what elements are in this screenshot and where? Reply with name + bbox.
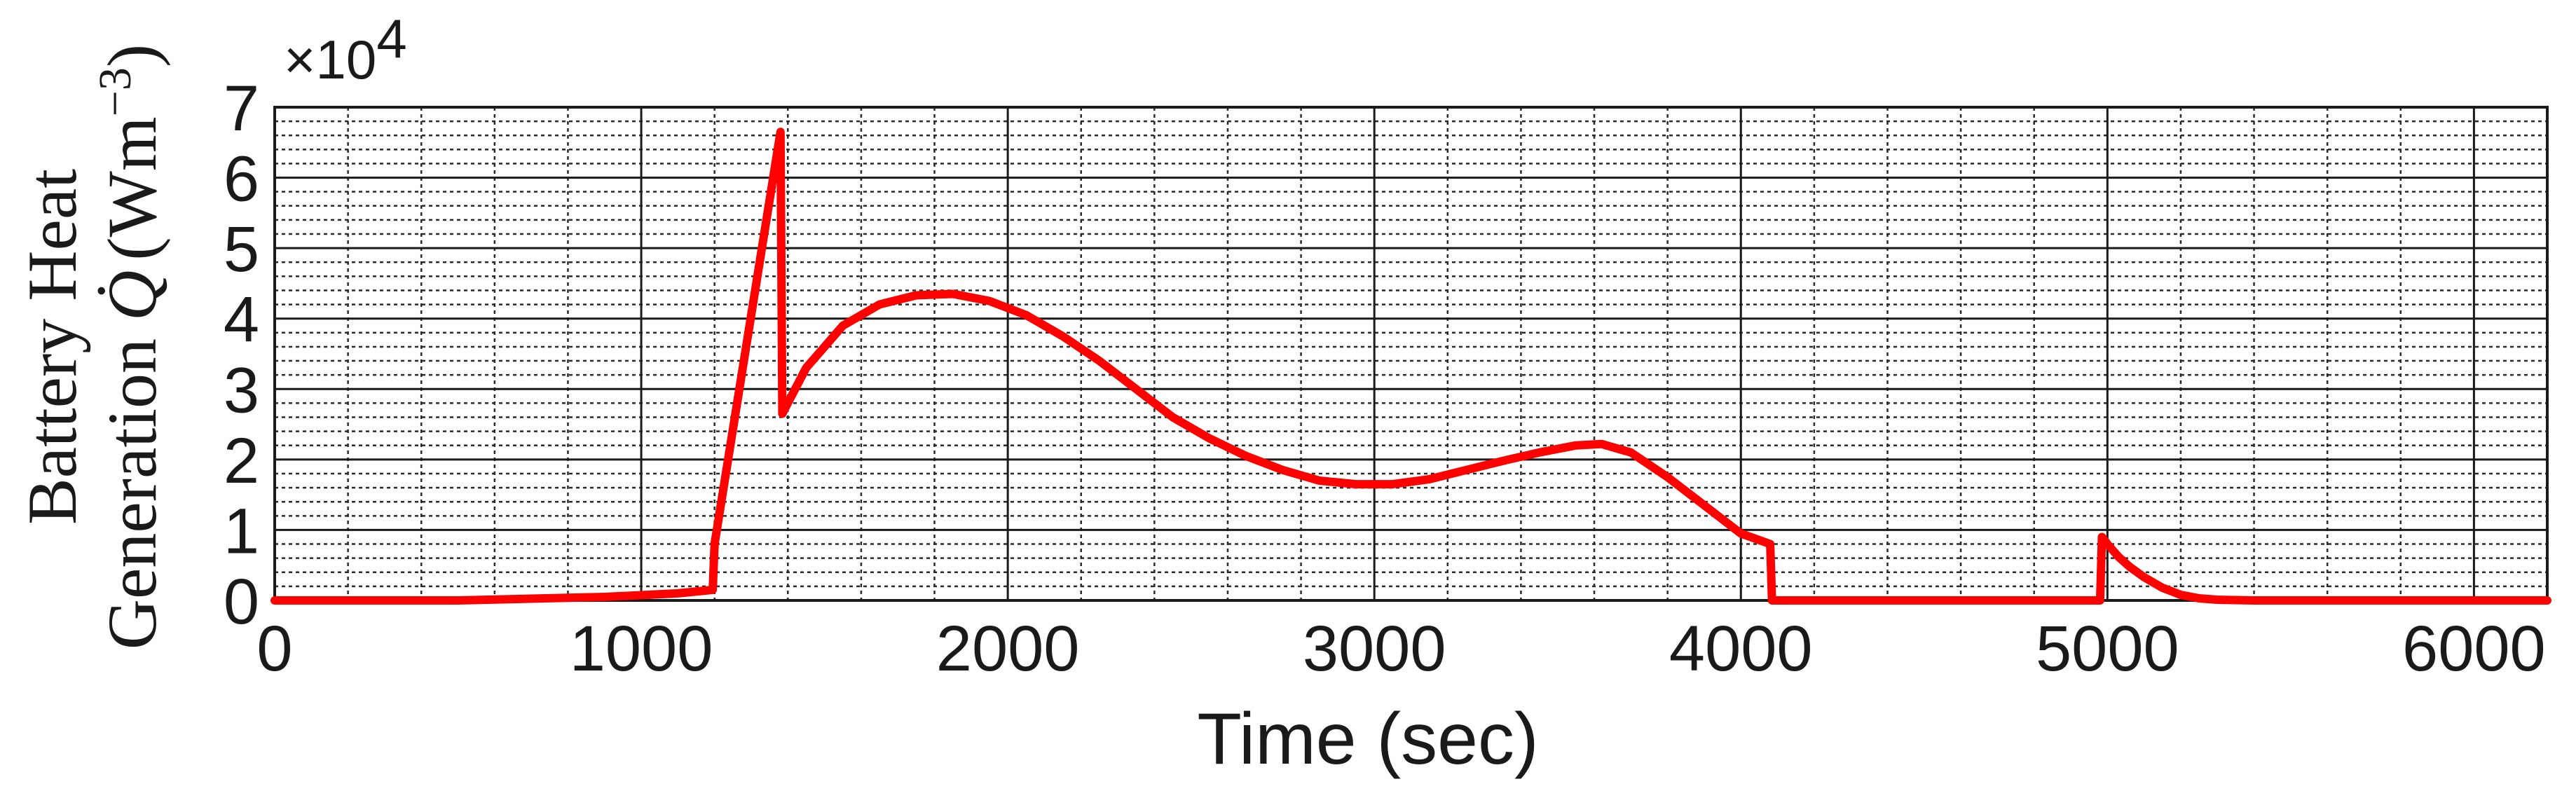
plot-frame: [275, 107, 2547, 600]
y-axis-multiplier: ×104: [284, 8, 407, 90]
minor-grid: [275, 107, 2547, 600]
y-tick-label: 6: [224, 144, 259, 215]
y-tick-label: 4: [224, 284, 259, 356]
x-tick-label: 1000: [570, 613, 713, 685]
x-tick-label: 3000: [1303, 613, 1446, 685]
y-axis-title-line1: Battery Heat: [13, 169, 91, 525]
x-tick-label: 5000: [2036, 613, 2179, 685]
y-tick-label: 0: [224, 566, 259, 638]
x-tick-label: 6000: [2402, 613, 2546, 685]
y-tick-label: 5: [224, 214, 259, 285]
y-multiplier-base: ×10: [284, 29, 376, 90]
y-multiplier-exp: 4: [376, 8, 406, 69]
x-axis-title: Time (sec): [1197, 699, 1538, 780]
y-tick-label: 3: [224, 355, 259, 426]
x-axis-ticks: 0 1000 2000 3000 4000 5000 6000: [256, 613, 2545, 685]
y-tick-label: 2: [224, 425, 259, 497]
y-axis-title: Battery Heat Generation Q̇ (Wm−3): [13, 44, 171, 649]
y-axis-title-unit-close: ): [93, 44, 171, 67]
y-axis-title-unit-exp: −3: [90, 67, 141, 116]
x-tick-label: 4000: [1669, 613, 1813, 685]
x-tick-label: 0: [256, 613, 292, 685]
major-grid: [275, 107, 2547, 600]
y-axis-title-unit: (Wm: [93, 116, 171, 260]
y-tick-label: 7: [224, 73, 259, 144]
x-tick-label: 2000: [936, 613, 1080, 685]
y-axis-title-prefix: Generation: [93, 321, 171, 649]
y-tick-label: 1: [224, 495, 259, 567]
q-dot-symbol: Q̇: [93, 270, 171, 321]
y-axis-title-line2: Generation Q̇ (Wm−3): [90, 44, 171, 649]
